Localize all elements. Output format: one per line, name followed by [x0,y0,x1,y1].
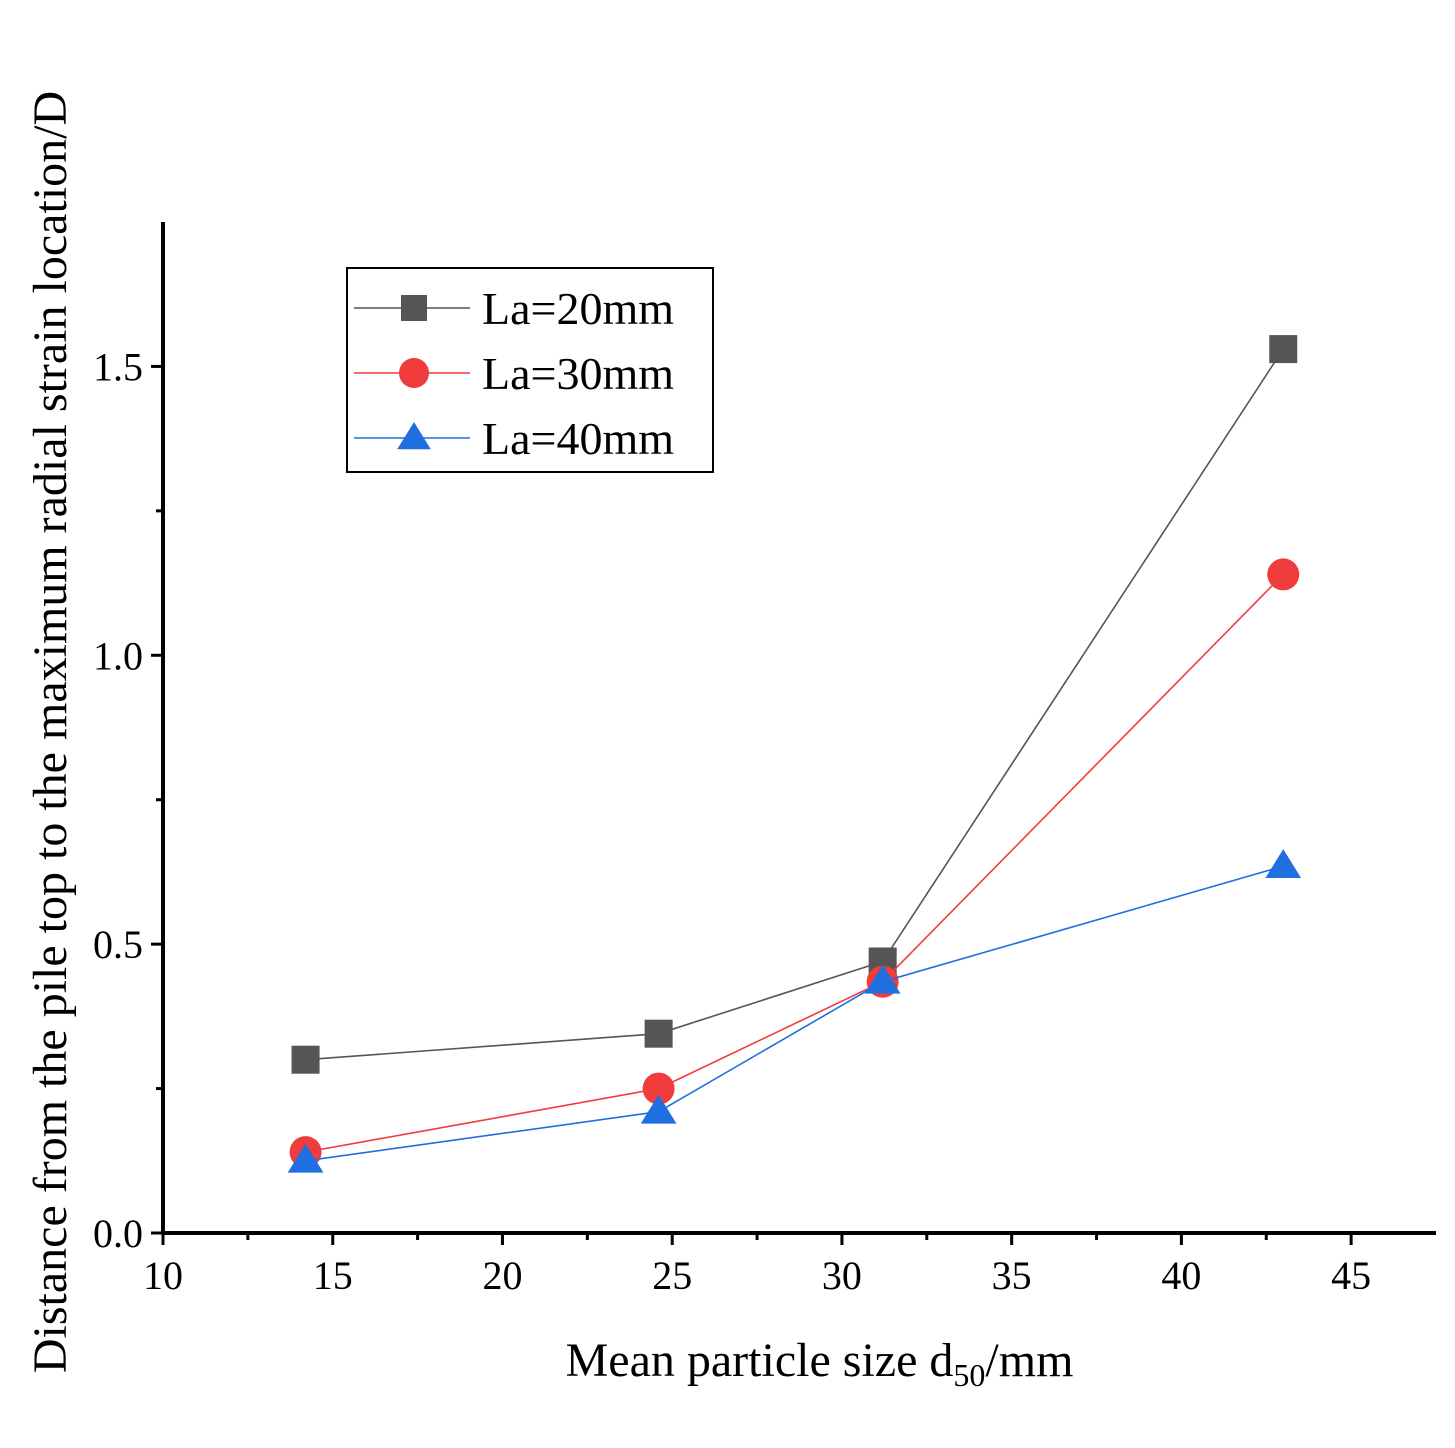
x-tick-label: 10 [143,1253,183,1298]
legend-entry: La=40mm [354,413,674,464]
data-point-triangle [640,1094,677,1124]
x-tick-label: 20 [482,1253,522,1298]
data-point-square [401,295,427,321]
legend-entry: La=20mm [354,283,674,334]
series-line [305,348,1284,1061]
x-tick-label: 15 [313,1253,353,1298]
series-square [291,335,1298,1074]
series-triangle [287,849,1302,1173]
data-point-triangle [287,1143,324,1173]
series-line [305,573,1284,1153]
series-circle [289,558,1300,1169]
x-axis-title-main: Mean particle size d [566,1334,954,1387]
y-axis-title: Distance from the pile top to the maximu… [24,91,77,1373]
legend-label: La=30mm [482,348,674,399]
series-layer [287,335,1302,1173]
data-point-circle [1267,558,1300,591]
data-point-triangle [397,422,431,450]
data-point-circle [399,358,429,388]
x-tick-label: 40 [1161,1253,1201,1298]
x-axis-title-subscript: 50 [953,1357,985,1393]
axes: 10 15 20 25 30 35 40 45 0.0 0.5 1.0 1.5 [93,222,1436,1298]
data-point-circle [642,1072,675,1105]
x-tick-label: 30 [822,1253,862,1298]
data-point-square [1269,335,1298,364]
y-tick-label: 1.0 [93,633,143,678]
y-tick-label: 0.0 [93,1211,143,1256]
x-tick-label: 45 [1331,1253,1371,1298]
x-axis-title: Mean particle size d50/mm [566,1334,1074,1393]
x-tick-label: 25 [652,1253,692,1298]
y-tick-label: 1.5 [93,344,143,389]
series-line [305,865,1284,1162]
legend-entry: La=30mm [354,348,674,399]
legend-label: La=20mm [482,283,674,334]
data-point-triangle [864,964,901,994]
x-axis-title-unit: /mm [985,1334,1073,1387]
x-tick-label: 35 [992,1253,1032,1298]
y-tick-label: 0.5 [93,922,143,967]
data-point-triangle [1265,849,1302,879]
legend-label: La=40mm [482,413,674,464]
data-point-square [644,1019,673,1048]
data-point-square [291,1045,320,1074]
legend: La=20mm La=30mm La=40mm [346,267,714,473]
